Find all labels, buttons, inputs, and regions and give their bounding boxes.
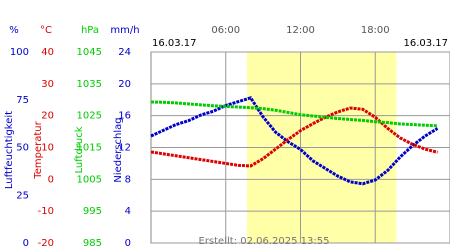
x-tick-label: 06:00 [211, 25, 240, 36]
x-tick-label: 18:00 [361, 25, 390, 36]
axis-label: Temperatur [33, 120, 44, 179]
y-tick-label: 0 [125, 238, 131, 249]
x-tick-label: 12:00 [286, 25, 315, 36]
y-tick-label: 30 [41, 79, 54, 90]
y-tick-label: 100 [10, 47, 29, 58]
axis-label: Luftdruck [74, 126, 85, 173]
y-tick-label: 12 [118, 143, 131, 154]
y-tick-label: 75 [16, 95, 29, 106]
axis-label: Luftfeuchtigkeit [4, 111, 15, 189]
y-tick-label: 20 [41, 111, 54, 122]
date-right: 16.03.17 [403, 38, 448, 49]
axis-unit: % [9, 25, 19, 36]
axis-unit: mm/h [110, 25, 139, 36]
y-tick-label: 995 [83, 206, 102, 217]
y-tick-label: 1045 [77, 47, 102, 58]
series-line [150, 96, 439, 186]
y-tick-label: 1035 [77, 79, 102, 90]
y-tick-label: 985 [83, 238, 102, 249]
axis-unit: °C [40, 25, 52, 36]
date-left: 16.03.17 [152, 38, 197, 49]
y-tick-label: 1005 [77, 174, 102, 185]
y-tick-label: 16 [118, 111, 131, 122]
y-tick-label: -20 [38, 238, 54, 249]
y-tick-label: 25 [16, 190, 29, 201]
y-tick-label: 20 [118, 79, 131, 90]
y-tick-label: 8 [125, 174, 131, 185]
y-tick-label: 24 [118, 47, 131, 58]
created-note: Erstellt: 02.06.2025 13:55 [199, 236, 330, 247]
y-tick-label: 50 [16, 143, 29, 154]
y-tick-label: 0 [23, 238, 29, 249]
y-tick-label: 0 [48, 174, 54, 185]
y-tick-label: -10 [38, 206, 54, 217]
axis-label: Niederschlag [113, 117, 124, 182]
axis-unit: hPa [81, 25, 99, 36]
y-tick-label: 1015 [77, 143, 102, 154]
y-tick-label: 4 [125, 206, 131, 217]
y-tick-label: 10 [41, 143, 54, 154]
series-line [150, 106, 438, 168]
y-tick-label: 40 [41, 47, 54, 58]
y-tick-label: 1025 [77, 111, 102, 122]
